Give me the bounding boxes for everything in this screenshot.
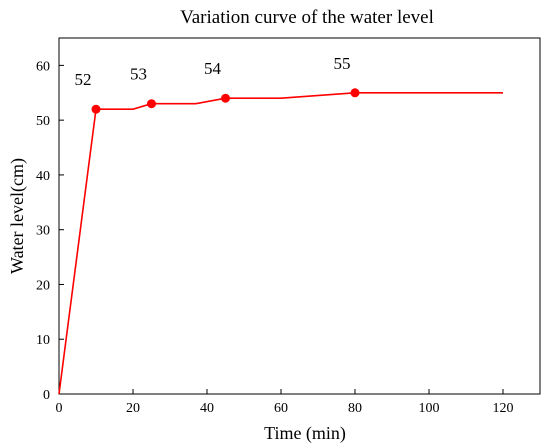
chart-title: Variation curve of the water level (180, 7, 434, 28)
x-tick-label: 100 (419, 401, 440, 416)
x-tick-label: 120 (493, 401, 514, 416)
marker-layer: 52 53 54 55 (75, 54, 360, 114)
x-tick-label: 20 (126, 401, 140, 416)
data-point-label: 53 (130, 65, 147, 84)
y-tick-label: 40 (36, 169, 50, 184)
x-axis-label: Time (min) (264, 423, 346, 444)
y-axis-label: Water level(cm) (7, 158, 28, 274)
y-tick-label: 20 (36, 278, 50, 293)
x-tick-label: 80 (348, 401, 362, 416)
water-level-line (58, 92, 503, 395)
plot-frame (58, 37, 541, 395)
x-axis: 0 20 40 60 80 100 120 (56, 389, 514, 416)
x-tick-label: 40 (200, 401, 214, 416)
data-point-label: 55 (334, 54, 351, 73)
x-tick-label: 60 (274, 401, 288, 416)
y-tick-label: 60 (36, 59, 50, 74)
y-tick-label: 10 (36, 333, 50, 348)
data-point-marker (350, 88, 360, 98)
y-axis: 0 10 20 30 40 50 60 (36, 59, 64, 403)
data-point-marker (147, 99, 156, 109)
data-point-label: 52 (75, 70, 92, 89)
y-tick-label: 0 (43, 388, 50, 403)
y-tick-label: 50 (36, 114, 50, 129)
series-layer (58, 92, 503, 395)
y-tick-label: 30 (36, 224, 50, 239)
data-point-marker (91, 104, 101, 114)
data-point-label: 54 (204, 59, 222, 78)
x-tick-label: 0 (56, 401, 63, 416)
data-point-marker (221, 93, 230, 103)
